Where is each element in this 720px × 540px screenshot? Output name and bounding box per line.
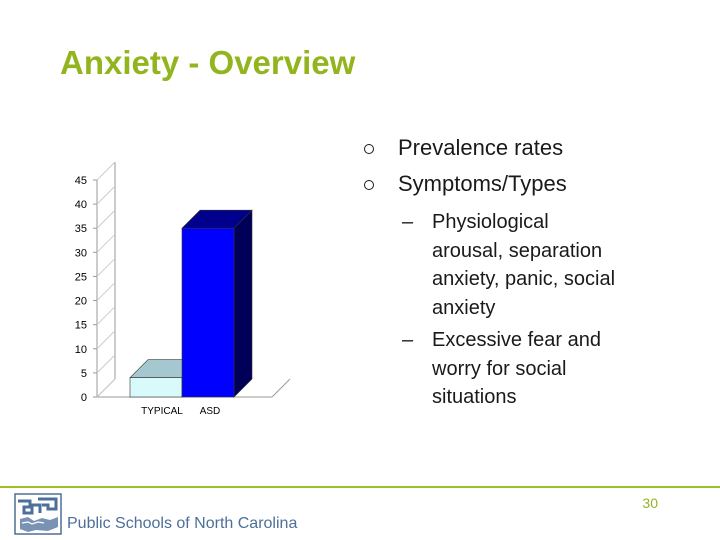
y-tick-label: 25: [75, 271, 87, 283]
bars: [129, 209, 253, 398]
x-tick-label: ASD: [200, 406, 221, 417]
bullet-dot-icon: [364, 144, 374, 154]
bar-front: [181, 227, 235, 398]
bullet-dot-icon: [364, 180, 374, 190]
y-tick-depth: [96, 161, 116, 181]
sub-bullet-line: Physiological: [432, 211, 549, 233]
y-tick-depth: [96, 306, 116, 326]
sub-bullet-dash: –: [402, 211, 414, 233]
y-tick-label: 0: [81, 392, 87, 404]
y-tick-depth: [96, 258, 116, 277]
org-name: Public Schools of North Carolina: [67, 515, 298, 532]
y-tick-label: 10: [75, 344, 87, 356]
bullet-text: Prevalence rates: [398, 135, 564, 160]
sub-bullet-list: – Physiological arousal, separation anxi…: [360, 208, 710, 412]
slide-title: Anxiety - Overview: [60, 44, 356, 81]
y-tick-depth: [96, 330, 116, 350]
bar-front: [129, 377, 183, 398]
y-tick-label: 15: [75, 320, 87, 332]
footer-divider: [0, 486, 720, 488]
sub-bullet-line: situations: [432, 386, 517, 408]
y-tick-label: 30: [75, 247, 87, 259]
sub-bullet-line: anxiety, panic, social: [432, 268, 616, 290]
bar-side: [233, 209, 253, 398]
bullet-text: Symptoms/Types: [398, 171, 567, 196]
y-tick-depth: [96, 185, 116, 205]
y-axis: 0 5 10 15 20 25 30 35 40 45: [75, 161, 116, 404]
floor-edge: [271, 378, 291, 398]
y-tick-label: 5: [81, 368, 87, 380]
page-number: 30: [642, 495, 658, 511]
x-axis: TYPICAL ASD: [141, 406, 220, 417]
bar: [181, 209, 253, 398]
y-tick-label: 40: [75, 199, 87, 211]
sub-bullet-line: arousal, separation: [432, 239, 603, 262]
sub-bullet-dash: –: [402, 329, 414, 351]
y-tick-label: 45: [75, 175, 87, 187]
y-tick-label: 35: [75, 223, 87, 235]
bullet-list: Prevalence rates Symptoms/Types – Physio…: [360, 130, 710, 416]
sub-bullet-excessive-fear: – Excessive fear and worry for social si…: [360, 326, 710, 412]
sub-bullet-physiological: – Physiological arousal, separation anxi…: [360, 208, 710, 322]
y-tick-depth: [96, 282, 116, 301]
bullet-symptoms-types: Symptoms/Types: [360, 166, 710, 202]
y-tick-depth: [96, 233, 116, 253]
sub-bullet-line: Excessive fear and: [432, 329, 601, 351]
bullet-prevalence-rates: Prevalence rates: [360, 130, 710, 166]
nc-map-logo-icon: [14, 493, 62, 535]
y-tick-label: 20: [75, 296, 87, 308]
sub-bullet-line: anxiety: [432, 296, 496, 319]
y-tick-depth: [96, 209, 116, 229]
y-tick-depth: [96, 354, 116, 374]
y-tick-depth: [96, 378, 116, 398]
sub-bullet-line: worry for social: [432, 357, 567, 380]
x-tick-label: TYPICAL: [141, 406, 183, 417]
